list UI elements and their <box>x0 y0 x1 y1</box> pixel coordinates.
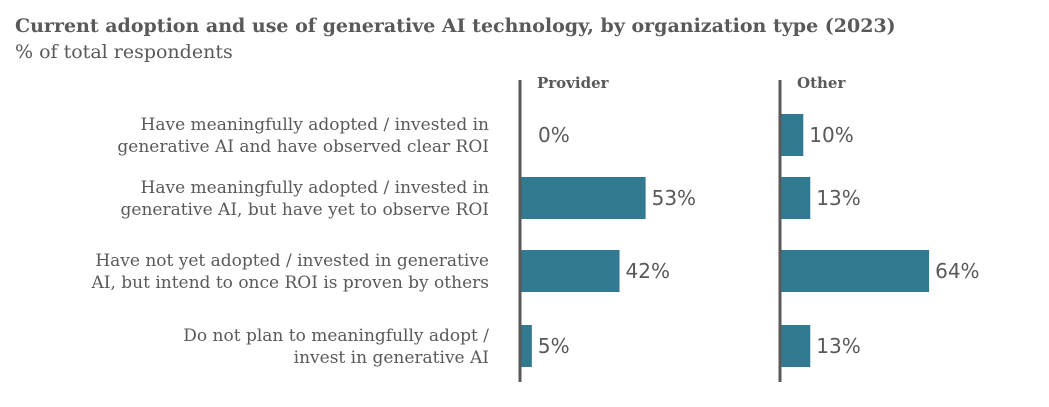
data-label: 13% <box>816 334 860 358</box>
panel-other: Other 10% 13% 64% 13% <box>778 74 980 382</box>
bar <box>780 325 811 367</box>
bar <box>520 177 646 219</box>
data-label: 10% <box>809 123 853 147</box>
data-label: 53% <box>652 186 696 210</box>
panel-header: Other <box>797 74 846 92</box>
category-label-line: Have meaningfully adopted / invested in <box>141 115 490 135</box>
category-label-line: generative AI and have observed clear RO… <box>117 137 489 157</box>
panel-provider: Provider 0% 53% 42% 5% <box>518 74 696 382</box>
category-label: Have not yet adopted / invested in gener… <box>90 251 489 293</box>
category-label-line: generative AI, but have yet to observe R… <box>121 200 490 220</box>
chart-panels: Provider 0% 53% 42% 5% Other 10% 13% 64% 13% <box>518 74 980 382</box>
category-label: Do not plan to meaningfully adopt / inves… <box>183 326 489 368</box>
data-label: 64% <box>935 259 979 283</box>
chart-subtitle: % of total respondents <box>15 41 233 63</box>
data-label: 13% <box>816 186 860 210</box>
bar <box>780 250 930 292</box>
bar <box>780 177 811 219</box>
category-labels: Have meaningfully adopted / invested in g… <box>90 115 489 368</box>
data-label: 42% <box>626 259 670 283</box>
category-label-line: invest in generative AI <box>294 348 489 368</box>
bar <box>520 325 532 367</box>
chart-title: Current adoption and use of generative A… <box>15 15 896 37</box>
category-label-line: AI, but intend to once ROI is proven by … <box>90 273 489 293</box>
category-label-line: Have not yet adopted / invested in gener… <box>95 251 489 271</box>
category-label: Have meaningfully adopted / invested in g… <box>121 178 490 220</box>
data-label: 5% <box>538 334 570 358</box>
bar <box>520 250 620 292</box>
panel-header: Provider <box>537 74 610 92</box>
category-label: Have meaningfully adopted / invested in g… <box>117 115 489 157</box>
category-label-line: Do not plan to meaningfully adopt / <box>183 326 489 346</box>
data-label: 0% <box>538 123 570 147</box>
bar <box>780 114 804 156</box>
category-label-line: Have meaningfully adopted / invested in <box>141 178 490 198</box>
